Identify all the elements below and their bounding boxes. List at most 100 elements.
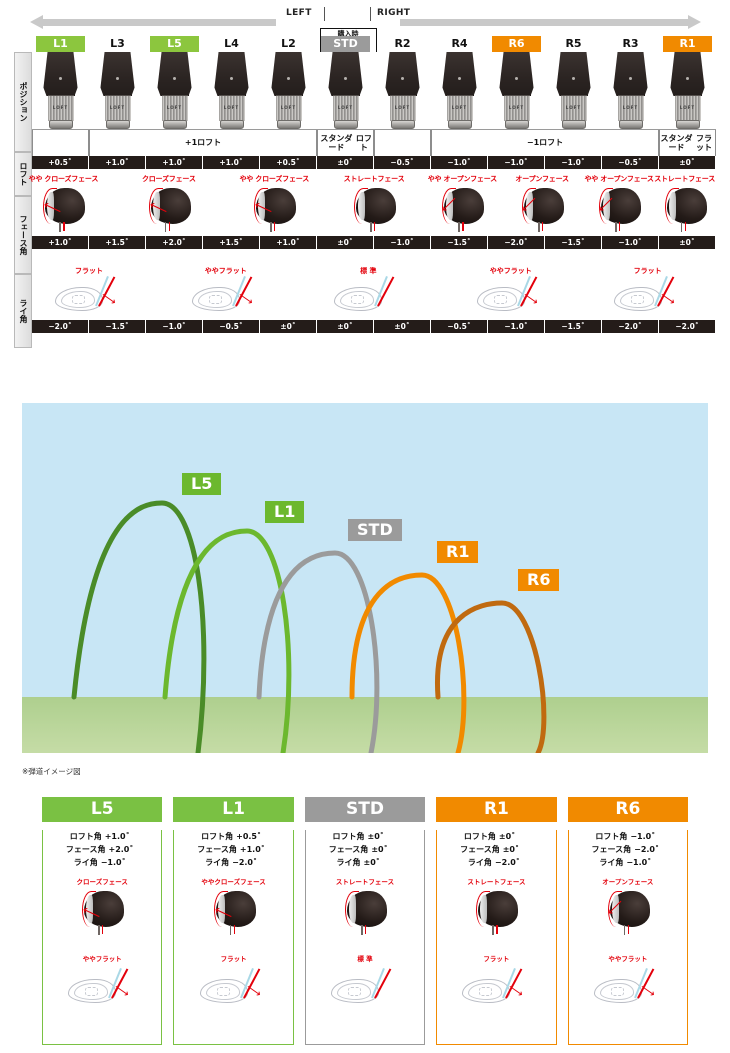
sleeve-ring (617, 95, 644, 121)
position-label-l3[interactable]: L3 (110, 37, 125, 50)
driver-head-outline (43, 188, 58, 224)
driver-head-graphic: ⟵ (436, 186, 488, 234)
lie-angle-illustration-1: ややフラット ⟶ (158, 266, 294, 318)
hosel-cut-left (494, 74, 503, 96)
driver-shaft-marker (542, 222, 544, 231)
spec-lie-angle: ライ角 −2.0˚ (205, 858, 257, 867)
hosel-cut-right (701, 74, 710, 96)
spec-card-r1[interactable]: R1 ロフト角 ±0˚ フェース角 ±0˚ ライ角 −2.0˚ ストレートフェース フラット ⟶ (436, 797, 557, 1045)
driver-head-outline (664, 188, 679, 224)
lie-head-inner-outline (61, 291, 95, 308)
ferrule-ring (276, 120, 301, 129)
face-caption-1: クローズフェース (141, 175, 196, 183)
loft-value-1: +1.0˚ (89, 156, 146, 169)
spec-face-angle: フェース角 +1.0˚ (197, 845, 265, 854)
driver-shaft-marker (462, 222, 464, 231)
driver-shaft (623, 925, 626, 935)
lie-score-lines (85, 987, 99, 996)
position-label-r2[interactable]: R2 (394, 37, 411, 50)
hosel-cut-right (416, 74, 425, 96)
driver-head-outline (345, 891, 360, 927)
driver-face-plate (358, 192, 365, 220)
lie-angle-illustration-4: フラット ⟶ (580, 266, 716, 318)
sleeve-marking: LOFT (508, 105, 525, 110)
hosel-cut-left (608, 74, 617, 96)
spec-card-std[interactable]: STD ロフト角 ±0˚ フェース角 ±0˚ ライ角 ±0˚ ストレートフェース標 準 (304, 797, 426, 1045)
loft-value-6: −0.5˚ (374, 156, 431, 169)
sleeve-marking: LOFT (679, 105, 696, 110)
ferrule-ring (105, 120, 130, 129)
driver-head-graphic: ⟵ (516, 186, 568, 234)
ferrule-ring (219, 120, 244, 129)
sleeve-marking: LOFT (223, 105, 240, 110)
spec-card-body: ロフト角 +0.5˚ フェース角 +1.0˚ ライ角 −2.0˚ ややクローズフェース ⟵ フラ… (173, 830, 294, 1045)
spec-face-angle: フェース角 −2.0˚ (591, 845, 659, 854)
driver-shaft-marker (365, 925, 367, 934)
position-label-r6[interactable]: R6 (492, 36, 541, 52)
driver-shaft-marker (627, 925, 630, 934)
lie-direction-arrow-icon: ⟶ (111, 980, 133, 1001)
loft-group-cell-3 (374, 130, 431, 156)
face-angle-illustration-4: やや オープンフェース ⟵ (405, 174, 519, 236)
position-label-l5[interactable]: L5 (150, 36, 199, 52)
driver-shaft-marker (684, 222, 686, 231)
direction-divider-right (370, 7, 371, 21)
hosel-cut-left (38, 74, 47, 96)
lie-direction-arrow-icon: ⟶ (98, 288, 120, 309)
lie-value-10: −2.0˚ (602, 320, 659, 333)
ferrule-ring (618, 120, 643, 129)
ferrule-ring (504, 120, 529, 129)
sleeve-ring (389, 95, 416, 121)
lie-head-graphic: ⟶ (476, 275, 545, 315)
face-value-6: −1.0˚ (374, 236, 431, 249)
spec-card-r6[interactable]: R6 ロフト角 −1.0˚ フェース角 −2.0˚ ライ角 −1.0˚ オープンフェース ⟵ やや… (567, 797, 689, 1045)
lie-caption-0: フラット (75, 267, 103, 275)
spec-card-l1[interactable]: L1 ロフト角 +0.5˚ フェース角 +1.0˚ ライ角 −2.0˚ ややクローズフェース ⟵… (173, 797, 294, 1045)
position-label-l4[interactable]: L4 (224, 37, 239, 50)
driver-shaft (615, 222, 617, 232)
position-label-r3[interactable]: R3 (622, 37, 639, 50)
club-hosel-image-r3: LOFT (608, 52, 653, 130)
position-label-r5[interactable]: R5 (565, 37, 582, 50)
loft-value-3: +1.0˚ (203, 156, 260, 169)
club-hosel-image-std: LOFT (323, 52, 368, 130)
lie-head-graphic: ⟶ (462, 967, 530, 1007)
face-value-9: −1.5˚ (545, 236, 602, 249)
loft-value-7: −1.0˚ (431, 156, 488, 169)
sleeve-ring (47, 95, 74, 121)
hosel-body (42, 52, 79, 96)
hosel-body (441, 52, 478, 96)
position-label-l2[interactable]: L2 (281, 37, 296, 50)
position-label-r1[interactable]: R1 (663, 36, 712, 52)
position-label-l1[interactable]: L1 (36, 36, 85, 52)
loft-value-9: −1.0˚ (545, 156, 602, 169)
driver-face-plate (152, 192, 160, 220)
hosel-cut-right (473, 74, 482, 96)
spec-card-title-r6: R6 (567, 797, 689, 822)
spec-card-l5[interactable]: L5 ロフト角 +1.0˚ フェース角 +2.0˚ ライ角 −1.0˚ クローズフェース ⟵ やや… (42, 797, 163, 1045)
spec-lie-caption: フラット (483, 955, 510, 963)
spec-lie-caption: フラット (220, 955, 247, 963)
club-hosel-image-r2: LOFT (380, 52, 425, 130)
lie-value-strip: −2.0˚ −1.5˚ −1.0˚ −0.5˚ ±0˚ ±0˚ ±0˚ −0.5˚ −1.0˚ −… (32, 320, 716, 333)
face-angle-illustration-1: クローズフェース ⟵ (112, 174, 226, 236)
loft-value-8: −1.0˚ (488, 156, 545, 169)
club-hosel-image-r6: LOFT (494, 52, 539, 130)
driver-shaft (370, 222, 372, 232)
ferrule-ring (447, 120, 472, 129)
driver-face-plate (611, 895, 619, 923)
position-label-std[interactable]: STD (321, 36, 370, 52)
hosel-cut-left (152, 74, 161, 96)
driver-shaft (98, 925, 100, 935)
driver-head-outline (148, 188, 163, 224)
trajectory-label-l5: L5 (182, 473, 222, 495)
position-label-r4[interactable]: R4 (451, 37, 468, 50)
lie-caption-3: ややフラット (489, 267, 532, 275)
driver-shaft-marker (233, 925, 235, 934)
lie-score-lines (208, 295, 222, 304)
sleeve-marking: LOFT (451, 105, 468, 110)
driver-shaft-marker (168, 222, 170, 231)
hosel-cut-right (359, 74, 368, 96)
lie-value-6: ±0˚ (374, 320, 431, 333)
hosel-body (99, 52, 136, 96)
